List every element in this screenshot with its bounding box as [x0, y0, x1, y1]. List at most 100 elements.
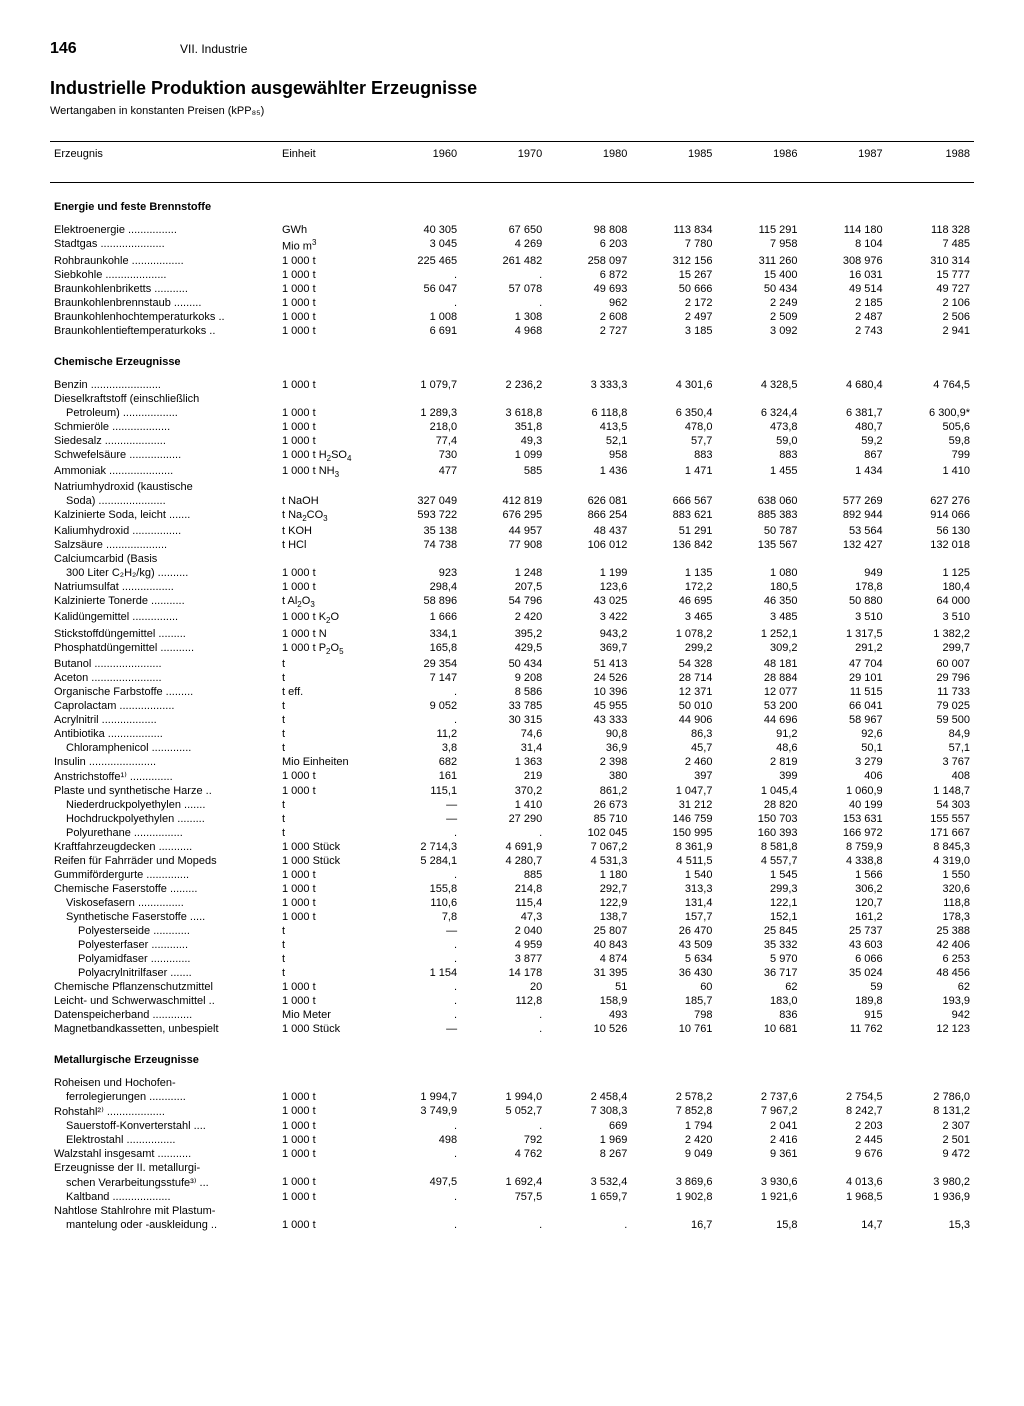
value-cell: .: [376, 1218, 461, 1232]
product-name: Polyurethane ................: [50, 826, 278, 840]
value-cell: 79 025: [887, 699, 974, 713]
value-cell: 123,6: [546, 580, 631, 594]
value-cell: 1 436: [546, 464, 631, 480]
value-cell: 58 967: [802, 713, 887, 727]
value-cell: 43 025: [546, 594, 631, 610]
value-cell: [546, 1076, 631, 1090]
value-cell: 497,5: [376, 1175, 461, 1190]
value-cell: 1 540: [631, 868, 716, 882]
value-cell: 885: [461, 868, 546, 882]
value-cell: 8 131,2: [887, 1104, 974, 1119]
value-cell: 351,8: [461, 420, 546, 434]
value-cell: —: [376, 812, 461, 826]
value-cell: 50,1: [802, 741, 887, 755]
value-cell: 16,7: [631, 1218, 716, 1232]
value-cell: 4 319,0: [887, 854, 974, 868]
value-cell: 30 315: [461, 713, 546, 727]
value-cell: [461, 480, 546, 494]
value-cell: 480,7: [802, 420, 887, 434]
value-cell: 399: [716, 769, 801, 784]
column-header: 1987: [802, 142, 887, 183]
value-cell: [887, 1076, 974, 1090]
value-cell: 29 354: [376, 657, 461, 671]
value-cell: 155,8: [376, 882, 461, 896]
value-cell: 1 047,7: [631, 784, 716, 798]
column-header: 1988: [887, 142, 974, 183]
value-cell: 397: [631, 769, 716, 784]
value-cell: [887, 1161, 974, 1175]
product-name: Kaliumhydroxid ................: [50, 524, 278, 538]
value-cell: 8 267: [546, 1147, 631, 1161]
value-cell: 15 400: [716, 268, 801, 282]
column-header: Erzeugnis: [50, 142, 278, 183]
value-cell: 2 172: [631, 296, 716, 310]
value-cell: 4 280,7: [461, 854, 546, 868]
value-cell: 292,7: [546, 882, 631, 896]
value-cell: 1 410: [887, 464, 974, 480]
value-cell: 7 852,8: [631, 1104, 716, 1119]
value-cell: 6 872: [546, 268, 631, 282]
value-cell: 3 092: [716, 324, 801, 338]
value-cell: 115,1: [376, 784, 461, 798]
value-cell: 110,6: [376, 896, 461, 910]
value-cell: 155 557: [887, 812, 974, 826]
value-cell: .: [461, 826, 546, 840]
value-cell: 166 972: [802, 826, 887, 840]
value-cell: [802, 392, 887, 406]
value-cell: 1 434: [802, 464, 887, 480]
value-cell: 115,4: [461, 896, 546, 910]
unit: t: [278, 741, 376, 755]
value-cell: 7 067,2: [546, 840, 631, 854]
product-name: Polyacrylnitrilfaser .......: [50, 966, 278, 980]
value-cell: 1 008: [376, 310, 461, 324]
value-cell: 59,8: [887, 434, 974, 448]
value-cell: 311 260: [716, 254, 801, 268]
value-cell: 64 000: [887, 594, 974, 610]
value-cell: 4 691,9: [461, 840, 546, 854]
value-cell: 258 097: [546, 254, 631, 268]
value-cell: 299,2: [631, 641, 716, 657]
unit: Mio Meter: [278, 1008, 376, 1022]
value-cell: 4 680,4: [802, 378, 887, 392]
value-cell: 50 010: [631, 699, 716, 713]
value-cell: 5 634: [631, 952, 716, 966]
value-cell: 3 877: [461, 952, 546, 966]
product-name: Stadtgas .....................: [50, 237, 278, 254]
value-cell: 3 333,3: [546, 378, 631, 392]
value-cell: 9 472: [887, 1147, 974, 1161]
unit: 1 000 t: [278, 406, 376, 420]
value-cell: 27 290: [461, 812, 546, 826]
value-cell: 1 994,0: [461, 1090, 546, 1104]
product-name: Salzsäure ....................: [50, 538, 278, 552]
value-cell: 6 066: [802, 952, 887, 966]
value-cell: 25 845: [716, 924, 801, 938]
value-cell: 1 317,5: [802, 627, 887, 641]
value-cell: 2 754,5: [802, 1090, 887, 1104]
value-cell: 6 203: [546, 237, 631, 254]
value-cell: 2 106: [887, 296, 974, 310]
value-cell: 59,2: [802, 434, 887, 448]
product-name: Polyesterseide ............: [50, 924, 278, 938]
value-cell: 3 422: [546, 610, 631, 626]
value-cell: 165,8: [376, 641, 461, 657]
value-cell: 59: [802, 980, 887, 994]
product-name: Butanol ......................: [50, 657, 278, 671]
value-cell: 225 465: [376, 254, 461, 268]
value-cell: 42 406: [887, 938, 974, 952]
value-cell: [802, 552, 887, 566]
unit: 1 000 t: [278, 994, 376, 1008]
value-cell: 48 181: [716, 657, 801, 671]
value-cell: [376, 392, 461, 406]
value-cell: 49,3: [461, 434, 546, 448]
value-cell: 1 969: [546, 1133, 631, 1147]
unit: t: [278, 671, 376, 685]
value-cell: [376, 480, 461, 494]
value-cell: 666 567: [631, 494, 716, 508]
value-cell: 6 300,9*: [887, 406, 974, 420]
product-name: Kalzinierte Tonerde ...........: [50, 594, 278, 610]
value-cell: 923: [376, 566, 461, 580]
value-cell: 627 276: [887, 494, 974, 508]
value-cell: 50 666: [631, 282, 716, 296]
value-cell: 44 957: [461, 524, 546, 538]
value-cell: [461, 1204, 546, 1218]
